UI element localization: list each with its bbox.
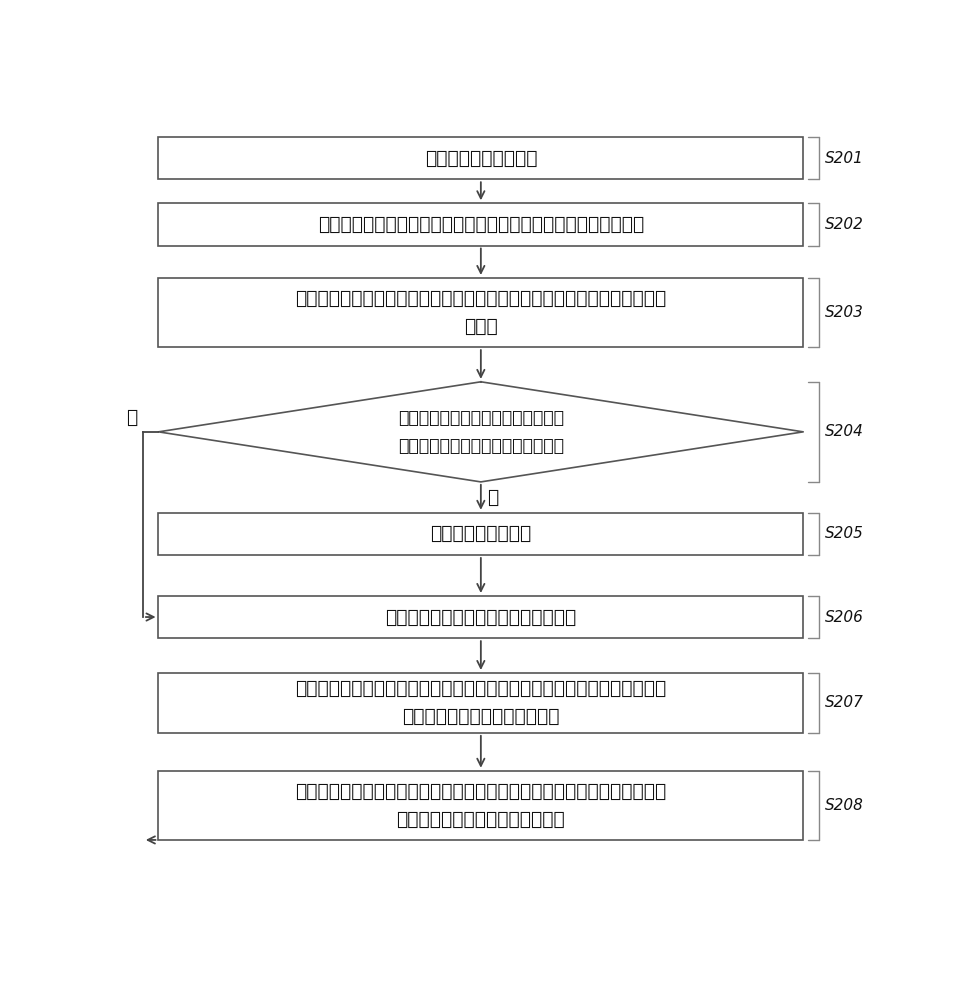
Text: 终端获取电话号码信息: 终端获取电话号码信息 bbox=[424, 149, 537, 168]
Bar bbox=[158, 596, 802, 638]
Text: S202: S202 bbox=[824, 217, 863, 232]
Text: 终端将该第一信息确定为该电话号码信息的标注信息，并设置该标注信息的
有效期: 终端将该第一信息确定为该电话号码信息的标注信息，并设置该标注信息的 有效期 bbox=[295, 289, 666, 336]
Text: 终端提示用户是否对该有效期进行延期: 终端提示用户是否对该有效期进行延期 bbox=[385, 608, 576, 627]
Text: S205: S205 bbox=[824, 526, 863, 541]
Text: 是: 是 bbox=[126, 408, 138, 427]
Text: S207: S207 bbox=[824, 695, 863, 710]
Text: 若接收到用户输入的用于指示不对该有效期进行延期的第二指令，则终端根
据该第二指令，将该标注信息删除: 若接收到用户输入的用于指示不对该有效期进行延期的第二指令，则终端根 据该第二指令… bbox=[295, 782, 666, 829]
Bar bbox=[158, 137, 802, 179]
Text: 若接收到用户输入的用于指示对该有效期进行延期的第一指令，则终端按照
该第一指令对该有效期进行延期: 若接收到用户输入的用于指示对该有效期进行延期的第一指令，则终端按照 该第一指令对… bbox=[295, 679, 666, 726]
Text: 终端删除该标注信息: 终端删除该标注信息 bbox=[430, 524, 531, 543]
Text: S206: S206 bbox=[824, 610, 863, 625]
Text: 当检测到该有效期到期时，终端检测
该标注信息是否包含预设关键字信息: 当检测到该有效期到期时，终端检测 该标注信息是否包含预设关键字信息 bbox=[397, 409, 563, 455]
Text: 终端获取第一信息，并按照该第一信息对该电话号码信息进行标注: 终端获取第一信息，并按照该第一信息对该电话号码信息进行标注 bbox=[318, 215, 643, 234]
Bar bbox=[158, 673, 802, 733]
Polygon shape bbox=[158, 382, 802, 482]
Text: S203: S203 bbox=[824, 305, 863, 320]
Text: S201: S201 bbox=[824, 151, 863, 166]
Text: 否: 否 bbox=[486, 488, 498, 507]
Bar bbox=[158, 513, 802, 555]
Text: S208: S208 bbox=[824, 798, 863, 813]
Bar bbox=[158, 203, 802, 246]
Bar bbox=[158, 771, 802, 840]
Text: S204: S204 bbox=[824, 424, 863, 439]
Bar bbox=[158, 278, 802, 347]
